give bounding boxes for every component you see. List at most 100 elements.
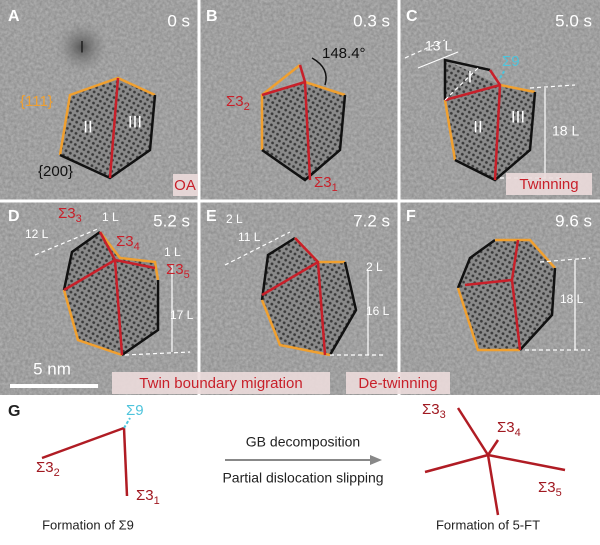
particle (458, 240, 555, 350)
length-label: 17 L (170, 308, 194, 322)
boundary-label: Σ9 (126, 402, 144, 419)
boundary (41, 426, 125, 460)
base: Σ3 (58, 205, 76, 222)
boundary (464, 278, 513, 287)
boundary-label: Σ35 (166, 261, 190, 281)
length-label: 1 L (102, 210, 119, 224)
length-label: 16 L (366, 304, 390, 318)
boundary (444, 83, 501, 102)
time: 0.3 s (353, 11, 390, 30)
sub: 1 (154, 495, 160, 507)
grain-label: II (473, 117, 482, 136)
facet (260, 236, 296, 301)
guide (224, 231, 291, 266)
panel-a: A 0 s I II III {111} {200} OA (8, 8, 198, 196)
facet (456, 238, 496, 289)
panel-letter: F (406, 208, 416, 225)
length-label: 2 L (366, 260, 383, 274)
guide (34, 227, 101, 256)
caption: De-twinning (358, 375, 437, 392)
facet (519, 267, 557, 351)
facet (58, 76, 156, 156)
panel-letter: B (206, 8, 218, 25)
caption-box (173, 174, 198, 196)
grain-label: II (83, 117, 92, 136)
boundary-label: Σ9 (502, 53, 520, 70)
caption: Twin boundary migration (139, 375, 302, 392)
sub: 3 (76, 213, 82, 225)
boundary (261, 260, 319, 297)
sub: 2 (244, 101, 250, 113)
boundary-label: Σ31 (314, 174, 338, 194)
panel-c: C 5.0 s 13 L Σ9 I II III 18 L Twinning (404, 8, 592, 195)
facet (495, 238, 556, 269)
facet (328, 261, 358, 356)
facet (499, 83, 536, 94)
panel-letter: A (8, 8, 20, 25)
sub: 1 (332, 182, 338, 194)
guide (404, 39, 446, 59)
base: Σ3 (166, 261, 184, 278)
sigma9-line (499, 69, 506, 79)
guide (124, 351, 191, 356)
base: Σ3 (136, 487, 154, 504)
time: 0 s (167, 11, 190, 30)
time: 5.0 s (555, 11, 592, 30)
arrow-label: Partial dislocation slipping (222, 470, 383, 486)
base: Σ3 (497, 419, 515, 436)
base: Σ3 (422, 401, 440, 418)
boundary-label: Σ35 (538, 479, 562, 499)
facet (456, 287, 520, 352)
sub: 4 (515, 427, 521, 439)
sub: 4 (134, 241, 140, 253)
time: 7.2 s (353, 211, 390, 230)
particle (262, 82, 345, 180)
boundary-label: Σ34 (497, 419, 521, 439)
panel-letter: E (206, 208, 217, 225)
caption-box (346, 372, 450, 394)
sigma9-line (123, 417, 131, 429)
boundary (63, 258, 156, 292)
base: Σ3 (116, 233, 134, 250)
particle (60, 78, 155, 178)
grain-label: III (511, 107, 525, 126)
facet (443, 58, 491, 100)
time: 9.6 s (555, 211, 592, 230)
length-label: 18 L (560, 292, 584, 306)
facet-label: {200} (38, 163, 73, 180)
facet (121, 280, 160, 357)
length-label: 1 L (164, 245, 181, 259)
particle (445, 60, 535, 180)
facet (443, 99, 457, 161)
boundary (108, 77, 120, 179)
sub: 2 (54, 467, 60, 479)
facet (62, 230, 101, 291)
facet (59, 94, 157, 180)
caption: Formation of 5-FT (436, 517, 540, 532)
base: Σ3 (314, 174, 332, 191)
facet (304, 80, 346, 97)
particle (262, 238, 356, 355)
boundary (486, 454, 500, 516)
panel-b: B 0.3 s 148.4° Σ32 Σ31 (206, 8, 390, 194)
caption-box (112, 372, 330, 394)
boundary (122, 427, 129, 497)
facet (62, 289, 123, 357)
arrow-head (370, 455, 382, 465)
facet (454, 91, 537, 182)
length-label: 2 L (226, 212, 243, 226)
boundary-label: Σ34 (116, 233, 140, 253)
guide (529, 84, 576, 89)
boundary (486, 439, 500, 456)
length-label: 18 L (552, 123, 579, 139)
panel-e: E 7.2 s 2 L 11 L 2 L 16 L (206, 208, 390, 357)
length-arrow (417, 51, 459, 69)
boundary (424, 453, 489, 474)
boundary-label: Σ32 (226, 93, 250, 113)
boundary-label: Σ31 (136, 487, 160, 507)
panel-letter: G (8, 403, 20, 420)
facet (260, 299, 331, 357)
boundary-label: Σ33 (422, 401, 446, 421)
grain-label: I (468, 67, 473, 86)
particle (56, 21, 108, 73)
